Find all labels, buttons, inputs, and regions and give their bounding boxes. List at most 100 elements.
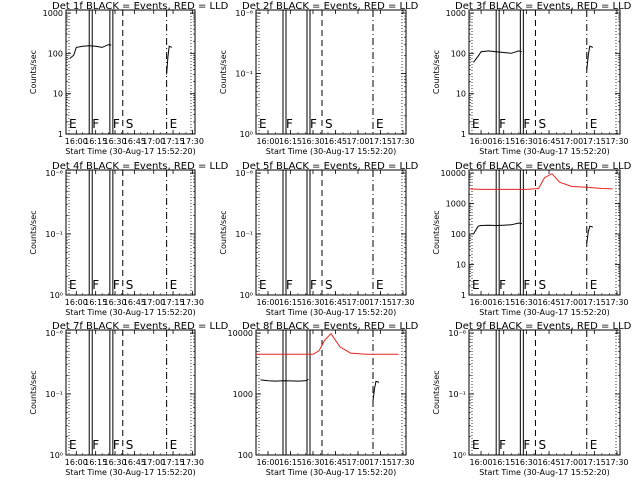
x-axis-label: Start Time (30-Aug-17 15:52:20) [266,147,397,156]
events-series-line [586,225,593,244]
x-tick-label: 16:30 [515,137,538,146]
event-marker-label: F [310,117,317,131]
plot-frame [255,169,407,296]
y-tick-label: 10⁰ [50,291,63,300]
x-tick-label: 16:45 [324,137,347,146]
events-series-line [473,50,523,63]
event-marker-label: E [472,278,480,292]
chart-panel-7: Det 7f BLACK = Events, RED = LLD 10⁰ 10⁻¹ 1… [29,321,229,477]
chart-panel-9: Det 9f BLACK = Events, RED = LLD 10⁰ 10⁻¹ 1… [432,321,632,477]
x-tick-label: 16:45 [537,298,560,307]
x-tick-label: 16:45 [123,137,146,146]
x-tick-label: 16:00 [470,137,493,146]
x-tick-label: 16:45 [537,137,560,146]
y-tick-label: 10⁻¹ [45,390,63,399]
event-marker-label: F [92,117,99,131]
plot-frame [65,9,196,135]
x-tick-label: 17:15 [583,298,606,307]
x-tick-label: 16:15 [492,298,515,307]
x-tick-label: 17:30 [605,137,628,146]
event-marker-label: F [499,438,506,452]
y-axis-label: Counts/sec [29,370,38,414]
event-marker-label: E [170,117,178,131]
x-axis-label: Start Time (30-Aug-17 15:52:20) [479,308,610,317]
y-tick-label: 10⁻⁶ [235,169,253,178]
y-tick-label: 10⁻¹ [235,70,253,79]
event-marker-label: E [472,117,480,131]
events-series-line [69,44,112,59]
event-marker-label: F [113,117,120,131]
x-tick-label: 16:15 [279,298,302,307]
x-tick-label: 16:00 [65,137,88,146]
event-marker-label: F [499,117,506,131]
y-tick-label: 10⁰ [453,451,466,460]
plot-frame [468,9,621,135]
y-tick-label: 10⁻¹ [448,390,466,399]
y-tick-label: 1 [461,291,466,300]
y-axis-label: Counts/sec [29,50,38,94]
y-tick-label: 1000 [43,9,63,18]
events-series-line [166,45,173,75]
y-tick-label: 10⁻¹ [45,230,63,239]
y-tick-label: 10000 [441,169,466,178]
x-tick-label: 17:15 [162,137,185,146]
y-tick-label: 1 [461,130,466,139]
event-marker-label: S [126,117,134,131]
events-series-line [473,222,522,235]
chart-title: Det 1f BLACK = Events, RED = LLD [52,1,229,12]
x-axis-label: Start Time (30-Aug-17 15:52:20) [479,147,610,156]
event-marker-label: F [499,278,506,292]
y-axis-label: Counts/sec [432,370,441,414]
x-tick-label: 17:00 [346,298,369,307]
x-tick-label: 16:15 [279,137,302,146]
event-marker-label: E [590,278,598,292]
x-axis-label: Start Time (30-Aug-17 15:52:20) [65,308,196,317]
chart-title: Det 7f BLACK = Events, RED = LLD [52,321,229,332]
x-tick-label: 17:30 [605,298,628,307]
x-tick-label: 17:30 [391,137,414,146]
y-tick-label: 10⁻¹ [235,230,253,239]
chart-panel-6: Det 6f BLACK = Events, RED = LLD 1 10 100 10… [432,161,632,317]
x-tick-label: 16:00 [470,298,493,307]
chart-title: Det 4f BLACK = Events, RED = LLD [52,161,229,172]
event-marker-label: F [523,438,530,452]
y-tick-label: 100 [238,451,253,460]
event-marker-label: E [69,117,77,131]
event-marker-label: E [259,117,267,131]
chart-title: Det 2f BLACK = Events, RED = LLD [242,1,419,12]
x-tick-label: 16:30 [515,298,538,307]
x-tick-label: 17:15 [369,137,392,146]
y-tick-label: 1000 [446,200,466,209]
y-tick-label: 1 [58,130,63,139]
chart-title: Det 8f BLACK = Events, RED = LLD [242,321,419,332]
x-tick-label: 16:45 [324,458,347,467]
x-tick-label: 17:00 [346,137,369,146]
x-tick-label: 17:00 [346,458,369,467]
y-tick-label: 10 [456,90,466,99]
y-axis-label: Counts/sec [432,210,441,254]
x-tick-label: 16:30 [301,298,324,307]
y-tick-label: 1000 [233,390,253,399]
x-tick-label: 17:15 [369,298,392,307]
plot-frame [255,9,407,135]
chart-panel-4: Det 4f BLACK = Events, RED = LLD 10⁰ 10⁻¹ 1… [29,161,229,317]
x-axis-label: Start Time (30-Aug-17 15:52:20) [266,308,397,317]
event-marker-label: F [286,117,293,131]
events-series-line [372,380,380,401]
event-marker-label: F [92,438,99,452]
lld-series-line [256,332,399,355]
x-tick-label: 16:45 [537,458,560,467]
x-tick-label: 16:00 [470,458,493,467]
event-marker-label: S [538,438,546,452]
event-marker-label: F [310,278,317,292]
x-tick-label: 16:00 [256,137,279,146]
x-tick-label: 17:15 [162,298,185,307]
event-marker-label: F [113,438,120,452]
event-marker-label: E [69,438,77,452]
event-marker-label: E [170,278,178,292]
x-tick-label: 17:30 [181,137,204,146]
chart-title: Det 9f BLACK = Events, RED = LLD [455,321,632,332]
chart-title: Det 3f BLACK = Events, RED = LLD [455,1,632,12]
